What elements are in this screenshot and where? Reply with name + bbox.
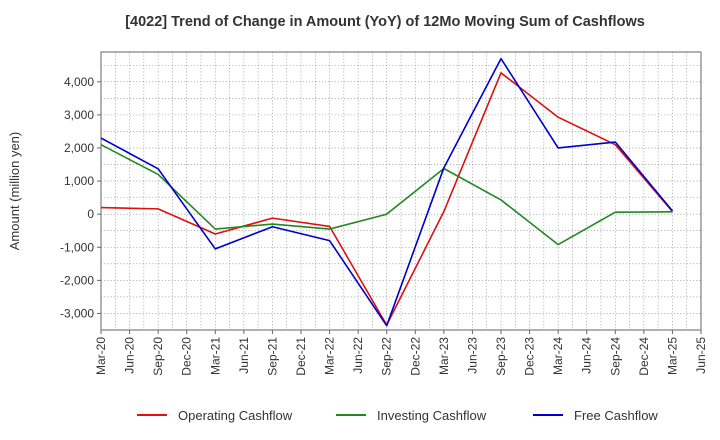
x-tick-label: Mar-21 [208, 337, 222, 375]
x-tick-label: Jun-20 [123, 337, 137, 374]
x-tick-label: Jun-24 [580, 337, 594, 374]
y-tick-label: -1,000 [60, 240, 94, 254]
legend-label-free-cashflow: Free Cashflow [574, 408, 658, 423]
x-tick-label: Dec-21 [294, 337, 308, 376]
y-tick-label: 0 [87, 207, 94, 221]
x-tick-label: Mar-20 [94, 337, 108, 375]
chart-title: [4022] Trend of Change in Amount (YoY) o… [125, 14, 645, 30]
y-axis-title: Amount (million yen) [7, 132, 22, 251]
x-tick-label: Mar-22 [323, 337, 337, 375]
x-axis-ticks: Mar-20 Jun-20 Sep-20 Dec-20 Mar-21 Jun-21 Sep-… [94, 330, 708, 376]
series-lines [100, 57, 674, 327]
series-line-investing-cashflow [100, 143, 673, 246]
x-tick-label: Dec-22 [408, 337, 422, 376]
x-tick-label: Jun-21 [237, 337, 251, 374]
y-tick-label: 1,000 [64, 174, 94, 188]
x-tick-label: Dec-20 [180, 337, 194, 376]
x-tick-label: Jun-23 [465, 337, 479, 374]
x-tick-label: Jun-25 [694, 337, 708, 374]
series-line-free-cashflow [100, 57, 674, 327]
x-tick-label: Dec-23 [523, 337, 537, 376]
y-tick-label: -3,000 [60, 306, 94, 320]
x-tick-label: Mar-25 [665, 337, 679, 375]
x-tick-label: Dec-24 [637, 337, 651, 376]
x-tick-label: Sep-22 [380, 337, 394, 376]
y-tick-label: -2,000 [60, 273, 94, 287]
x-tick-label: Mar-24 [551, 337, 565, 375]
x-tick-label: Mar-23 [437, 337, 451, 375]
y-tick-label: 2,000 [64, 141, 94, 155]
y-tick-label: 4,000 [64, 75, 94, 89]
x-tick-label: Sep-23 [494, 337, 508, 376]
legend-label-investing-cashflow: Investing Cashflow [377, 408, 487, 423]
x-tick-label: Sep-24 [608, 337, 622, 376]
legend-label-operating-cashflow: Operating Cashflow [178, 408, 293, 423]
gridlines [101, 52, 701, 330]
y-axis-ticks: -3,000 -2,000 -1,000 0 1,000 2,000 3,000 4,000 [60, 75, 101, 320]
x-tick-label: Jun-22 [351, 337, 365, 374]
legend: Operating Cashflow Investing Cashflow Free… [137, 408, 658, 423]
y-tick-label: 3,000 [64, 108, 94, 122]
x-tick-label: Sep-20 [151, 337, 165, 376]
x-tick-label: Sep-21 [265, 337, 279, 376]
